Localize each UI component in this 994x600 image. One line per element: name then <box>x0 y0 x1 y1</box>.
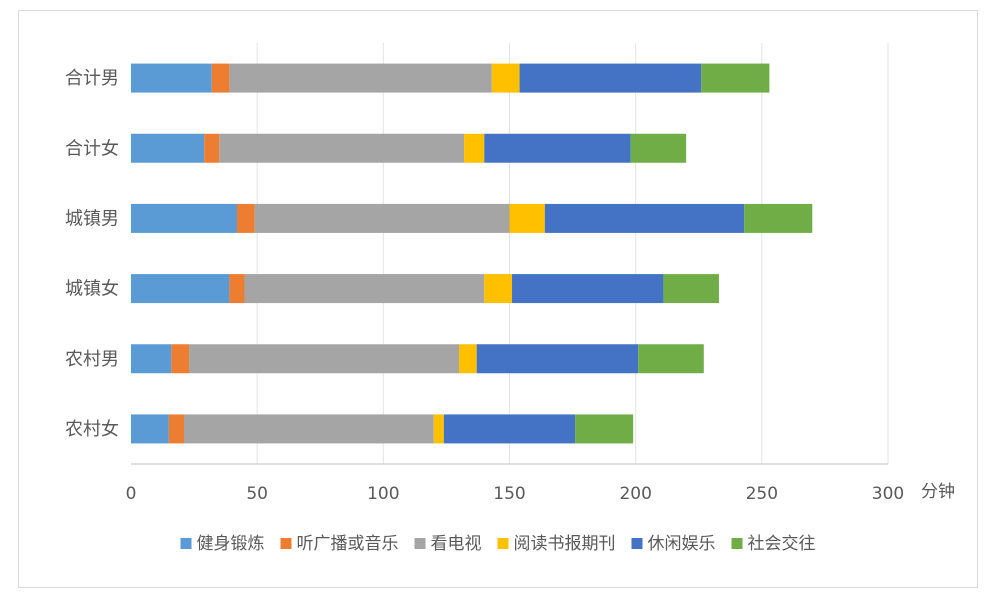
legend-item: 阅读书报期刊 <box>497 534 616 554</box>
bar-segment <box>131 414 169 444</box>
legend-item: 社会交往 <box>731 534 816 554</box>
bar-segment <box>464 133 485 163</box>
bar-segment <box>229 274 245 304</box>
category-label: 城镇男 <box>65 208 119 229</box>
bar-segment <box>171 344 190 374</box>
category-label: 农村男 <box>65 349 119 370</box>
bar-segment <box>476 344 639 374</box>
x-tick-labels: 0 50 100 150 200 250 300 <box>126 484 905 504</box>
bar-segment <box>544 203 745 233</box>
bar-segment <box>484 274 513 304</box>
legend-item: 听广播或音乐 <box>280 534 399 554</box>
legend: 健身锻炼 听广播或音乐 看电视 阅读书报期刊 休闲娱乐 社会交往 <box>180 534 816 554</box>
x-tick-label: 100 <box>367 484 399 504</box>
bar-segment <box>236 203 255 233</box>
bar-segment <box>638 344 704 374</box>
bar-segment <box>131 133 205 163</box>
bar-segment <box>509 203 545 233</box>
gridlines <box>256 43 889 464</box>
bar-segment <box>211 63 230 93</box>
legend-swatch <box>414 538 426 549</box>
bar-segment <box>484 133 631 163</box>
chart-frame: 合计男合计女城镇男城镇女农村男农村女 0 50 100 150 200 250 300 分钟… <box>18 10 978 588</box>
bar-segment <box>491 63 520 93</box>
bars <box>131 63 813 444</box>
legend-label: 听广播或音乐 <box>297 534 399 554</box>
bar-segment <box>204 133 220 163</box>
bar-segment <box>168 414 184 444</box>
x-tick-label: 0 <box>126 484 137 504</box>
bar-segment <box>131 203 237 233</box>
bar-segment <box>254 203 510 233</box>
legend-label: 健身锻炼 <box>197 534 265 554</box>
x-tick-label: 250 <box>746 484 778 504</box>
x-tick-label: 300 <box>872 484 904 504</box>
legend-label: 阅读书报期刊 <box>514 534 616 554</box>
bar-segment <box>663 274 719 304</box>
bar-segment <box>433 414 444 444</box>
legend-swatch <box>731 538 743 549</box>
legend-swatch <box>180 538 192 549</box>
bar-segment <box>519 63 702 93</box>
legend-label: 看电视 <box>431 534 482 554</box>
category-label: 农村女 <box>65 419 119 440</box>
x-axis-unit: 分钟 <box>921 482 955 502</box>
legend-item: 休闲娱乐 <box>631 534 716 554</box>
category-label: 合计男 <box>65 68 119 89</box>
bar-segment <box>701 63 770 93</box>
bar-segment <box>131 344 172 374</box>
bar-segment <box>443 414 576 444</box>
bar-segment <box>189 344 460 374</box>
legend-swatch <box>280 538 292 549</box>
bar-segment <box>512 274 664 304</box>
category-label: 合计女 <box>65 138 119 159</box>
legend-label: 社会交往 <box>748 534 816 554</box>
bar-segment <box>575 414 634 444</box>
bar-segment <box>459 344 477 374</box>
bar-segment <box>131 274 230 304</box>
legend-swatch <box>631 538 643 549</box>
bar-segment <box>244 274 485 304</box>
x-tick-label: 50 <box>246 484 268 504</box>
legend-swatch <box>497 538 509 549</box>
bar-segment <box>219 133 465 163</box>
legend-item: 健身锻炼 <box>180 534 265 554</box>
bar-segment <box>744 203 813 233</box>
x-tick-label: 200 <box>619 484 651 504</box>
bar-segment <box>183 414 434 444</box>
legend-item: 看电视 <box>414 534 482 554</box>
bar-segment <box>229 63 492 93</box>
legend-label: 休闲娱乐 <box>648 534 716 554</box>
bar-segment <box>131 63 212 93</box>
category-label: 城镇女 <box>65 279 119 300</box>
x-tick-label: 150 <box>493 484 525 504</box>
bar-segment <box>630 133 687 163</box>
